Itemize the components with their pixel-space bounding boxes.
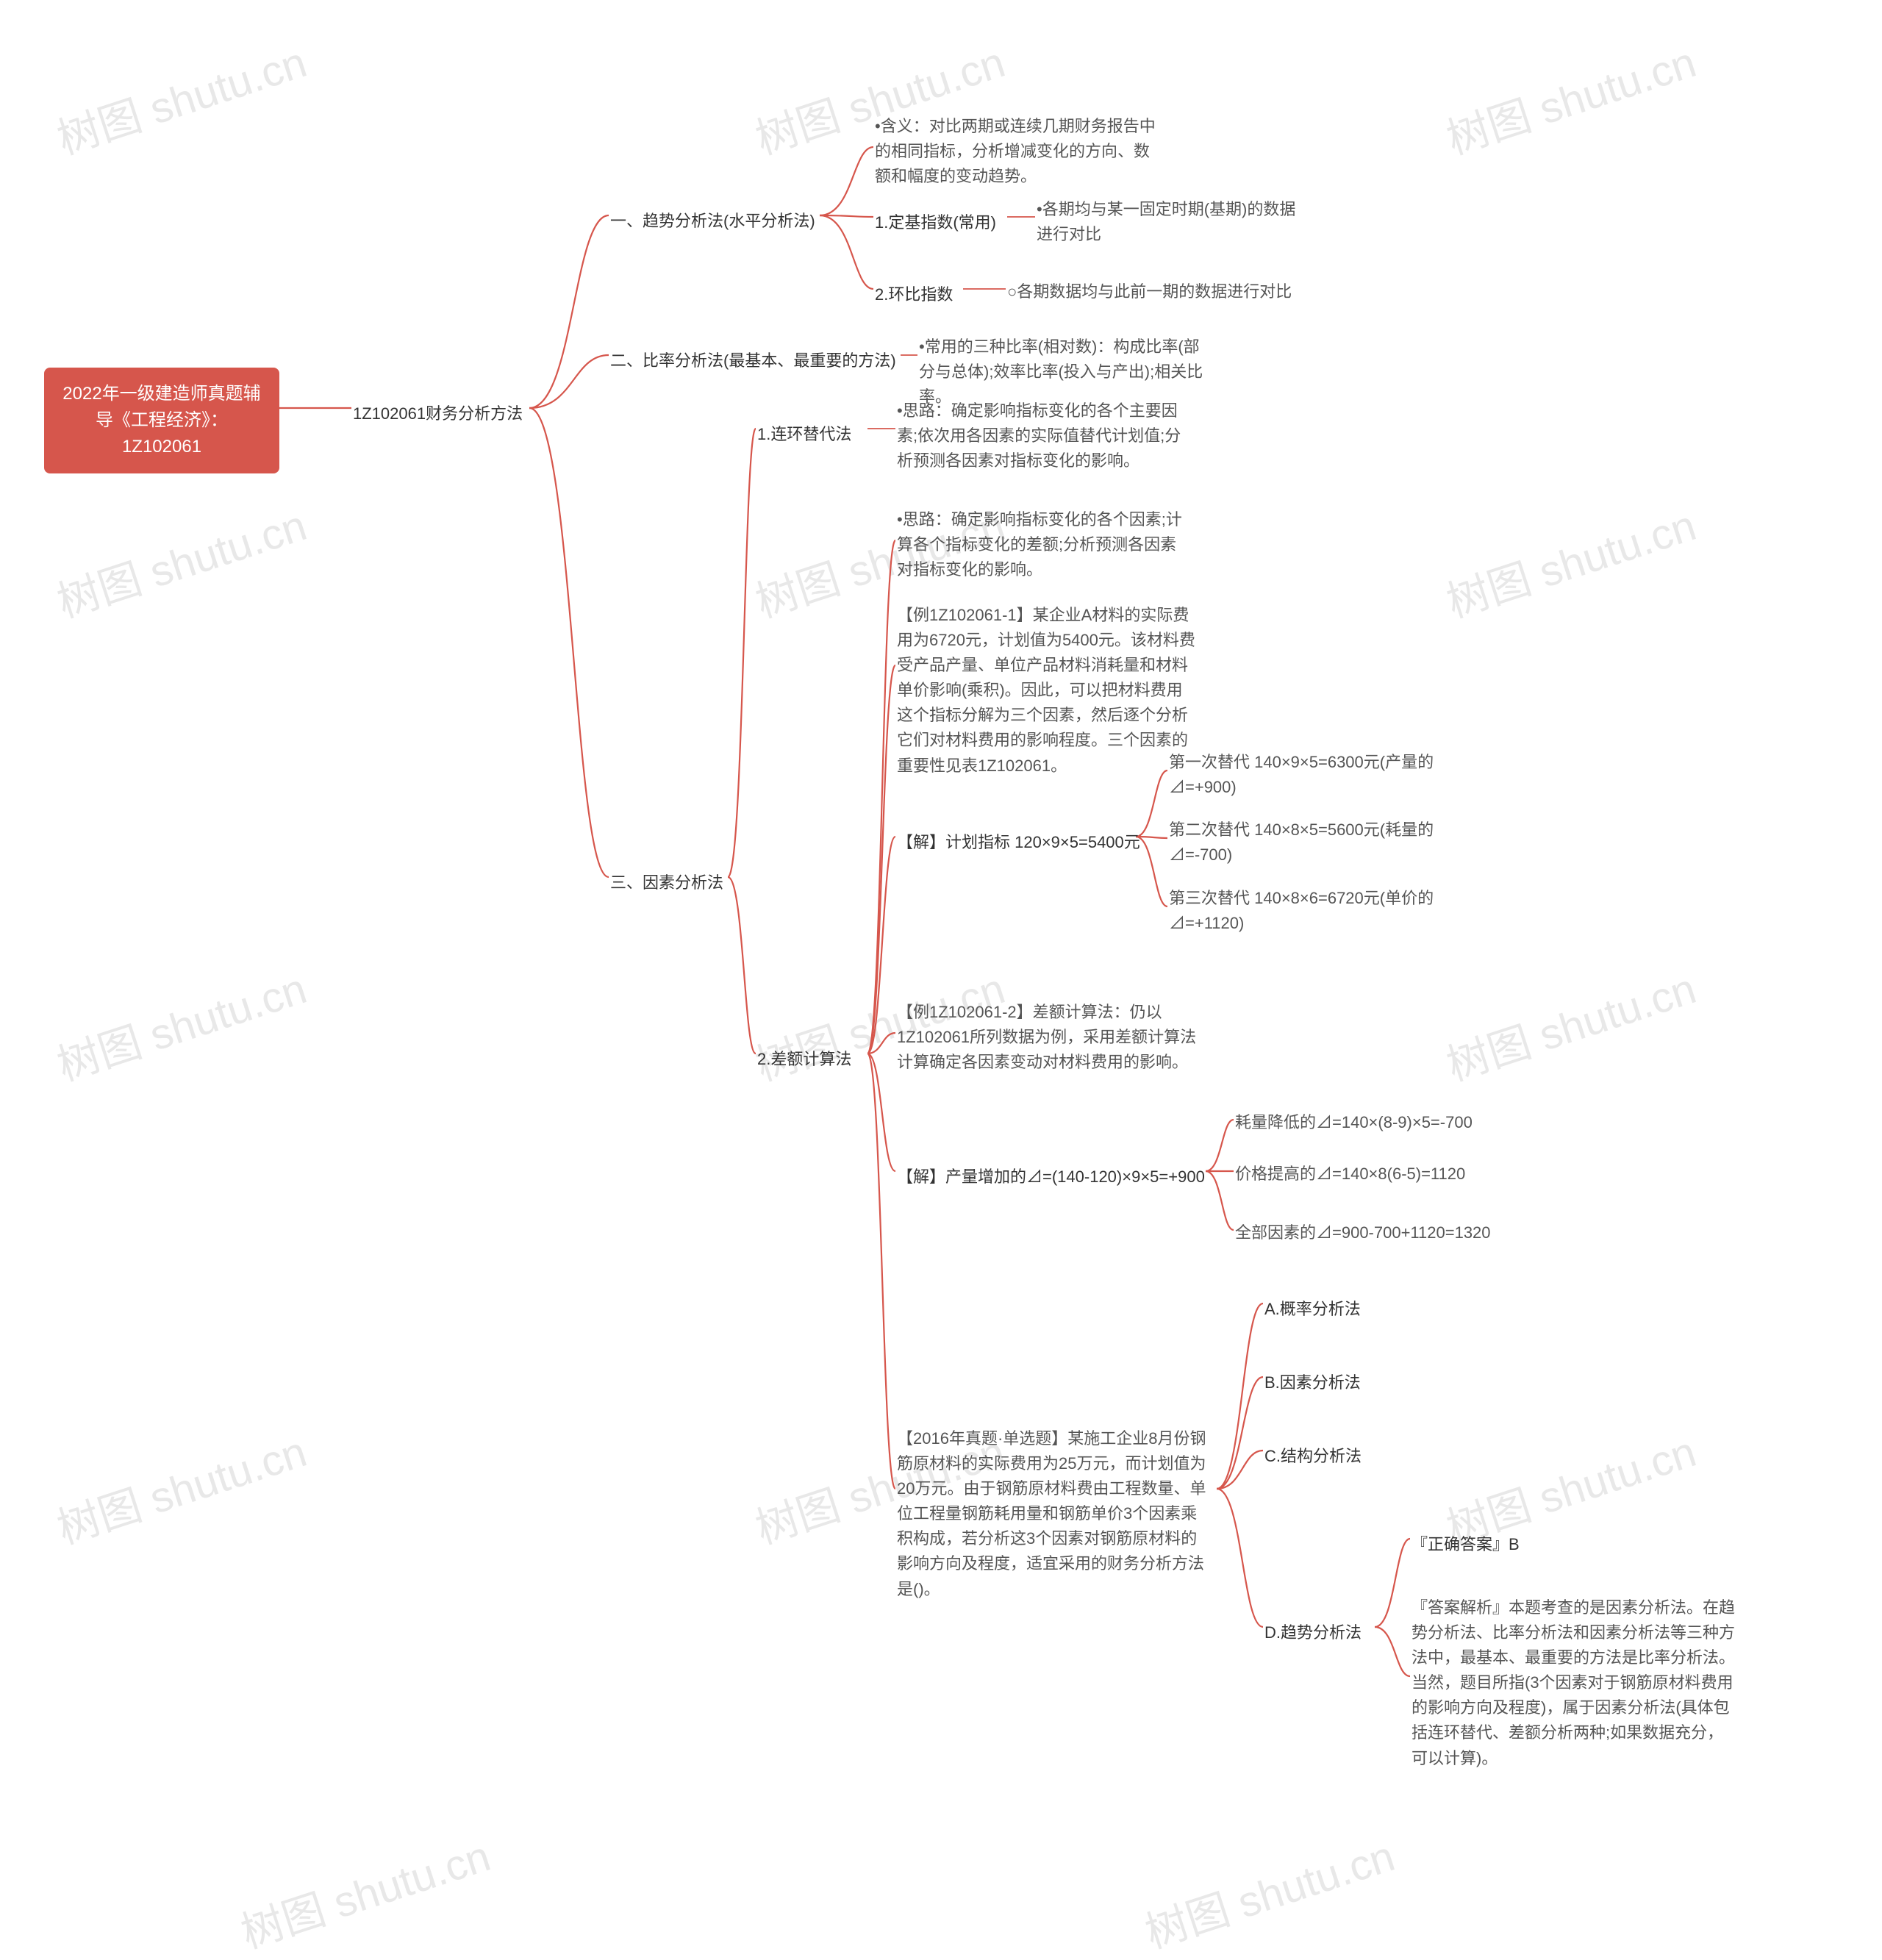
b3c2c: 【解】计划指标 120×9×5=5400元 bbox=[897, 827, 1140, 857]
b1-fixed-base: 1.定基指数(常用) bbox=[875, 207, 996, 237]
b3c2f: 【2016年真题·单选题】某施工企业8月份钢筋原材料的实际费用为25万元，而计划… bbox=[897, 1426, 1213, 1602]
watermark: 树图 shutu.cn bbox=[49, 1417, 313, 1556]
watermark: 树图 shutu.cn bbox=[49, 491, 313, 629]
b3c2c1: 第一次替代 140×9×5=6300元(产量的⊿=+900) bbox=[1169, 750, 1478, 800]
opt-d: D.趋势分析法 bbox=[1264, 1617, 1362, 1648]
answer-explain: 『答案解析』本题考查的是因素分析法。在趋势分析法、比率分析法和因素分析法等三种方… bbox=[1412, 1595, 1735, 1771]
b3c2a: •思路：确定影响指标变化的各个因素;计算各个指标变化的差额;分析预测各因素对指标… bbox=[897, 507, 1191, 582]
watermark: 树图 shutu.cn bbox=[232, 1822, 497, 1960]
branch-factor: 三、因素分析法 bbox=[610, 868, 723, 898]
b3c2e1: 耗量降低的⊿=140×(8-9)×5=-700 bbox=[1235, 1110, 1473, 1135]
b3c2b: 【例1Z102061-1】某企业A材料的实际费用为6720元，计划值为5400元… bbox=[897, 603, 1198, 779]
b3-chain-sub: 1.连环替代法 bbox=[757, 419, 851, 449]
watermark: 树图 shutu.cn bbox=[1438, 491, 1703, 629]
b3c2e: 【解】产量增加的⊿=(140-120)×9×5=+900 bbox=[897, 1162, 1205, 1192]
root-node: 2022年一级建造师真题辅导《工程经济》：1Z102061 bbox=[44, 368, 279, 473]
b3c2c2: 第二次替代 140×8×5=5600元(耗量的⊿=-700) bbox=[1169, 818, 1478, 868]
answer-correct: 『正确答案』B bbox=[1412, 1529, 1520, 1559]
b3c2c3: 第三次替代 140×8×6=6720元(单价的⊿=+1120) bbox=[1169, 886, 1478, 936]
opt-a: A.概率分析法 bbox=[1264, 1294, 1361, 1324]
branch-ratio: 二、比率分析法(最基本、最重要的方法) bbox=[610, 346, 896, 376]
b3c2d: 【例1Z102061-2】差额计算法：仍以1Z102061所列数据为例，采用差额… bbox=[897, 1000, 1198, 1075]
b3c2e2: 价格提高的⊿=140×8(6-5)=1120 bbox=[1235, 1162, 1465, 1187]
watermark: 树图 shutu.cn bbox=[1438, 954, 1703, 1092]
b3-diff-calc: 2.差额计算法 bbox=[757, 1044, 851, 1074]
b1-chain-desc: ○各期数据均与此前一期的数据进行对比 bbox=[1007, 279, 1292, 304]
level1-node: 1Z102061财务分析方法 bbox=[353, 398, 523, 429]
watermark: 树图 shutu.cn bbox=[49, 28, 313, 166]
b3c1-desc: •思路：确定影响指标变化的各个主要因素;依次用各因素的实际值替代计划值;分析预测… bbox=[897, 398, 1191, 473]
watermark: 树图 shutu.cn bbox=[49, 954, 313, 1092]
watermark: 树图 shutu.cn bbox=[1438, 28, 1703, 166]
b3c2e3: 全部因素的⊿=900-700+1120=1320 bbox=[1235, 1220, 1491, 1245]
opt-c: C.结构分析法 bbox=[1264, 1441, 1362, 1471]
opt-b: B.因素分析法 bbox=[1264, 1367, 1361, 1398]
b1-fixed-base-desc: •各期均与某一固定时期(基期)的数据进行对比 bbox=[1037, 197, 1309, 247]
b1-chain: 2.环比指数 bbox=[875, 279, 953, 310]
watermark: 树图 shutu.cn bbox=[1137, 1822, 1401, 1960]
branch-trend: 一、趋势分析法(水平分析法) bbox=[610, 206, 815, 236]
b1-meaning: •含义：对比两期或连续几期财务报告中的相同指标，分析增减变化的方向、数额和幅度的… bbox=[875, 114, 1162, 189]
